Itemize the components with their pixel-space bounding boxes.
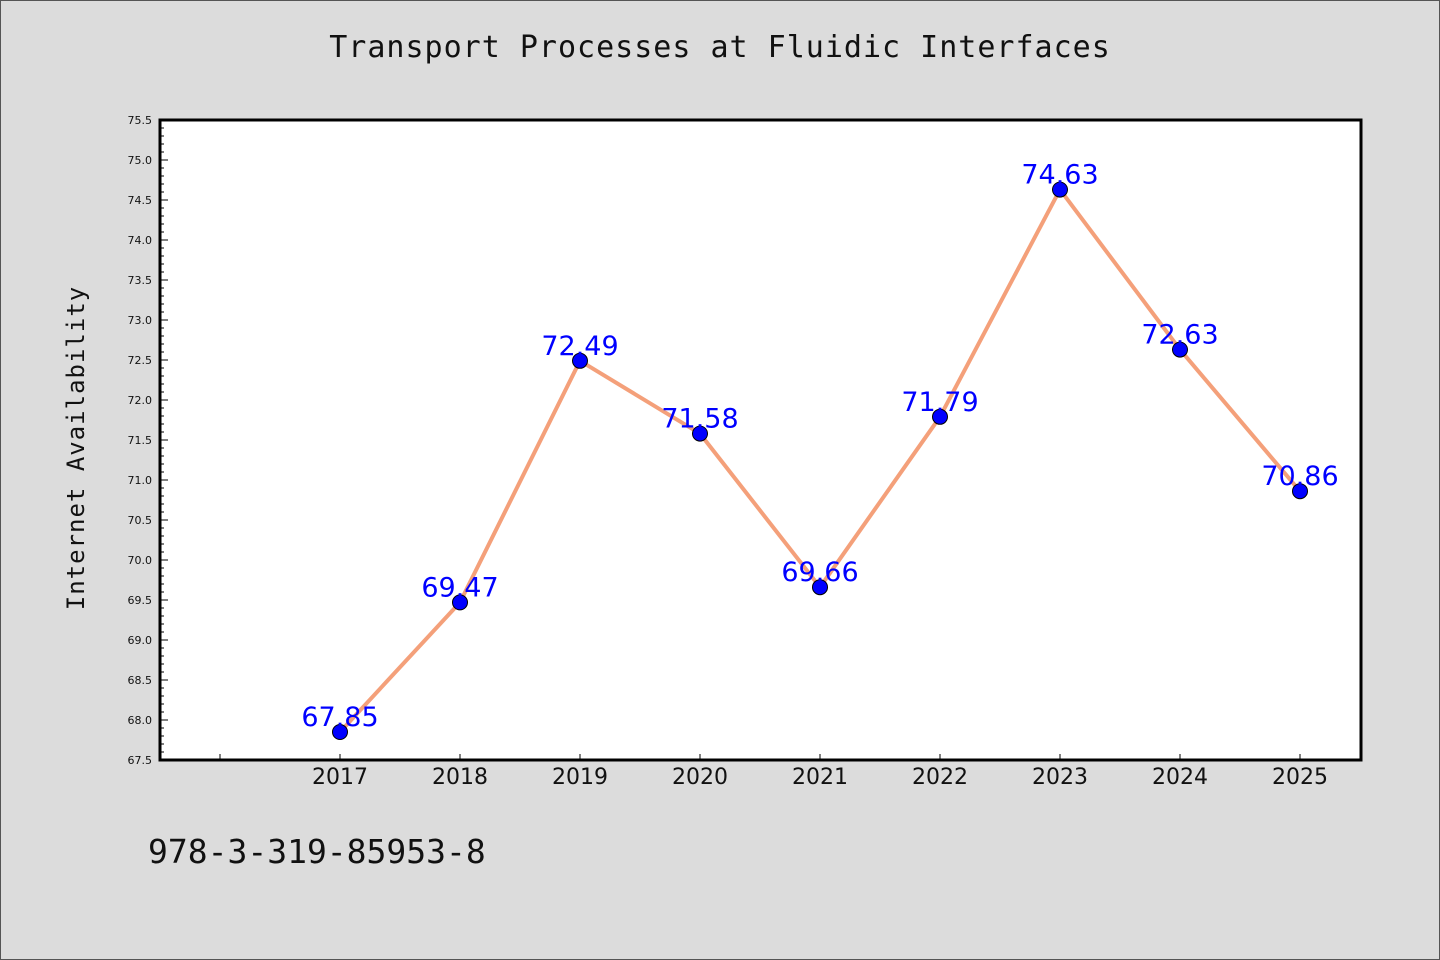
data-point xyxy=(1292,483,1308,500)
x-tick-label: 2024 xyxy=(1152,765,1208,790)
data-point xyxy=(572,352,588,369)
data-label: 71.58 xyxy=(661,404,738,435)
y-tick-label: 68.5 xyxy=(128,674,153,687)
x-tick-label: 2021 xyxy=(792,765,848,790)
y-tick-label: 70.0 xyxy=(128,554,153,567)
plot-area xyxy=(158,118,1363,762)
data-label: 69.66 xyxy=(781,557,858,588)
y-tick-label: 72.0 xyxy=(128,394,153,407)
data-label: 72.63 xyxy=(1141,320,1218,351)
y-tick-label: 72.5 xyxy=(128,354,153,367)
data-label: 71.79 xyxy=(901,387,978,418)
y-tick-label: 67.5 xyxy=(128,754,153,767)
x-tick-label: 2018 xyxy=(432,765,488,790)
x-tick-label: 2020 xyxy=(672,765,728,790)
x-tick-label: 2025 xyxy=(1272,765,1328,790)
data-label: 72.49 xyxy=(541,331,618,362)
y-axis: 67.5 68.0 68.5 69.0 69.5 70.0 70.5 71.0 71.5 72.0… xyxy=(128,114,168,767)
data-point xyxy=(1172,341,1188,358)
data-point xyxy=(332,724,348,740)
y-tick-label: 75.5 xyxy=(128,114,153,127)
chart-title: Transport Processes at Fluidic Interface… xyxy=(329,30,1111,65)
y-tick-label: 69.5 xyxy=(128,594,153,607)
y-tick-label: 75.0 xyxy=(128,154,153,167)
x-tick-label: 2019 xyxy=(552,765,608,790)
x-tick-label: 2022 xyxy=(912,765,968,790)
data-label: 67.85 xyxy=(301,702,378,733)
x-tick-label: 2023 xyxy=(1032,765,1088,790)
y-tick-label: 69.0 xyxy=(128,634,153,647)
y-tick-label: 74.5 xyxy=(128,194,153,207)
y-tick-label: 70.5 xyxy=(128,514,153,527)
data-point xyxy=(932,408,948,425)
y-tick-label: 71.0 xyxy=(128,474,153,487)
data-point xyxy=(812,579,828,596)
y-tick-label: 71.5 xyxy=(128,434,153,447)
data-label: 69.47 xyxy=(421,572,498,603)
data-label: 70.86 xyxy=(1261,461,1338,492)
y-tick-label: 74.0 xyxy=(128,234,153,247)
data-label: 74.63 xyxy=(1021,160,1098,191)
x-axis: 2017 2018 2019 2020 2021 2022 2023 2024 2025 xyxy=(219,754,1328,790)
y-tick-label: 68.0 xyxy=(128,714,153,727)
y-tick-label: 73.0 xyxy=(128,314,153,327)
y-tick-label: 73.5 xyxy=(128,274,153,287)
data-point xyxy=(452,594,468,611)
data-point xyxy=(692,425,708,442)
data-point xyxy=(1052,181,1068,198)
series-layer: 67.85 69.47 72.49 71.58 69.66 71.79 74.63 72.63… xyxy=(301,160,1339,740)
x-tick-label: 2017 xyxy=(312,765,368,790)
isbn-code: 978-3-319-85953-8 xyxy=(148,832,486,871)
